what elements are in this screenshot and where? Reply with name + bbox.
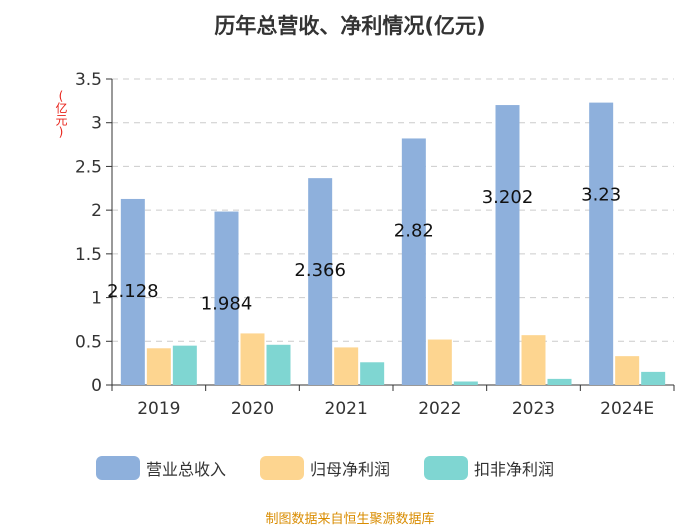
bar-deducted-profit bbox=[360, 362, 385, 385]
x-tick-label: 2024E bbox=[600, 399, 654, 419]
x-tick-label: 2023 bbox=[512, 399, 555, 419]
bar-net-profit bbox=[240, 333, 265, 385]
y-tick-label: 1.5 bbox=[75, 245, 102, 265]
y-tick-label: 0 bbox=[91, 376, 102, 396]
bar-net-profit bbox=[615, 356, 640, 385]
legend-item[interactable]: 扣非净利润 bbox=[424, 456, 554, 480]
legend-label: 营业总收入 bbox=[146, 460, 227, 479]
y-axis-label: (亿元) bbox=[54, 89, 68, 139]
x-tick-label: 2020 bbox=[231, 399, 274, 419]
data-label: 1.984 bbox=[201, 294, 253, 315]
x-tick-label: 2022 bbox=[418, 399, 461, 419]
bar-deducted-profit bbox=[453, 381, 478, 385]
legend-label: 归母净利润 bbox=[310, 460, 391, 479]
data-label: 2.366 bbox=[294, 260, 346, 281]
y-tick-label: 3 bbox=[91, 114, 102, 134]
data-label: 2.82 bbox=[394, 220, 434, 241]
bar-revenue bbox=[214, 211, 239, 385]
legend-item[interactable]: 营业总收入 bbox=[96, 456, 226, 480]
bar-revenue bbox=[495, 105, 520, 385]
legend-swatch bbox=[96, 456, 140, 480]
bar-revenue bbox=[308, 178, 333, 385]
y-tick-label: 2 bbox=[91, 201, 102, 221]
bar-deducted-profit bbox=[547, 378, 572, 385]
x-tick-label: 2021 bbox=[325, 399, 368, 419]
data-label: 3.202 bbox=[482, 187, 534, 208]
data-source-note: 制图数据来自恒生聚源数据库 bbox=[265, 512, 435, 527]
bar-net-profit bbox=[146, 348, 171, 385]
data-label: 3.23 bbox=[581, 185, 621, 206]
bar-revenue bbox=[120, 198, 145, 385]
x-tick-label: 2019 bbox=[137, 399, 180, 419]
legend-item[interactable]: 归母净利润 bbox=[260, 456, 390, 480]
bar-revenue bbox=[401, 138, 426, 385]
chart-title: 历年总营收、净利情况(亿元) bbox=[214, 14, 486, 38]
legend-swatch bbox=[260, 456, 305, 480]
legend-label: 扣非净利润 bbox=[474, 460, 555, 479]
bar-deducted-profit bbox=[641, 371, 666, 385]
y-tick-label: 0.5 bbox=[75, 332, 102, 352]
bar-net-profit bbox=[427, 339, 452, 385]
bar-net-profit bbox=[334, 347, 359, 385]
y-tick-label: 3.5 bbox=[75, 70, 102, 90]
bar-revenue bbox=[589, 102, 614, 385]
y-tick-label: 2.5 bbox=[75, 157, 102, 177]
legend: 营业总收入 归母净利润 扣非净利润 bbox=[96, 456, 588, 480]
y-tick-label: 1 bbox=[91, 289, 102, 309]
bar-deducted-profit bbox=[172, 345, 197, 385]
legend-swatch bbox=[424, 456, 469, 480]
bar-deducted-profit bbox=[266, 344, 291, 385]
bar-net-profit bbox=[521, 335, 546, 385]
data-label: 2.128 bbox=[107, 281, 159, 302]
